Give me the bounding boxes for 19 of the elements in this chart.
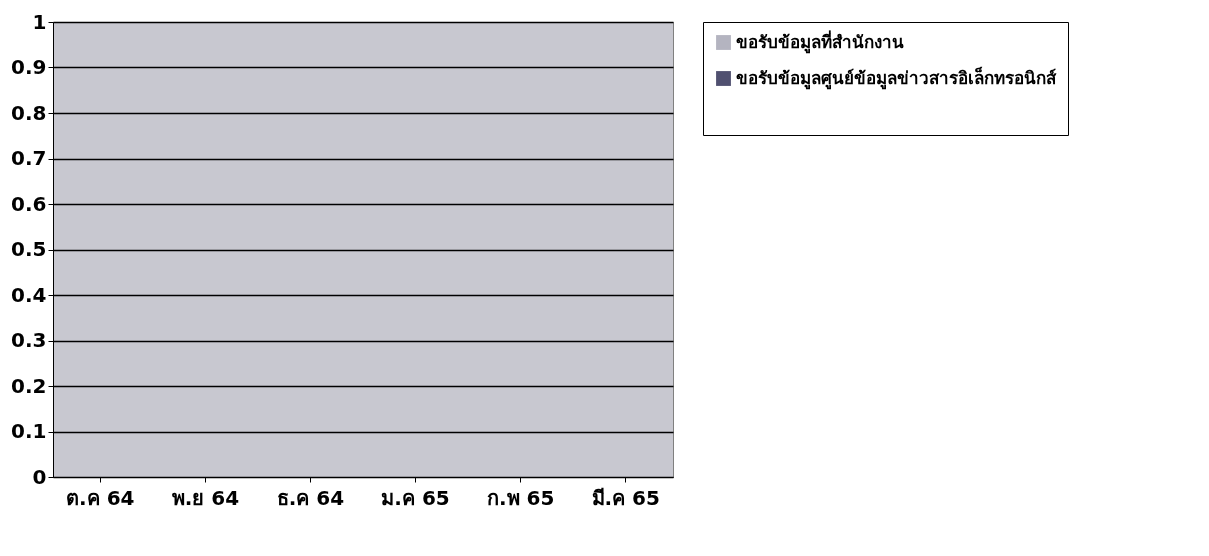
legend-label: ขอรับข้อมูลที่สำนักงาน <box>736 29 904 54</box>
x-tick-label: ก.พ 65 <box>486 485 555 510</box>
y-tick-label: 0 <box>32 464 47 489</box>
y-tick-label: 0.4 <box>11 282 47 307</box>
y-tick-label: 0.3 <box>11 328 47 352</box>
x-tick-label: มี.ค 65 <box>591 485 660 510</box>
x-tick-label: ต.ค 64 <box>66 485 135 510</box>
y-tick-label: 0.1 <box>11 419 47 443</box>
y-tick-label: 0.9 <box>11 55 47 79</box>
x-tick-label: ม.ค 65 <box>381 485 450 510</box>
y-tick-label: 0.7 <box>11 146 47 170</box>
y-tick-label: 0.6 <box>11 191 47 216</box>
x-tick-label: พ.ย 64 <box>171 485 240 510</box>
x-tick-label: ธ.ค 64 <box>276 485 345 510</box>
y-tick-label: 0.8 <box>11 100 47 125</box>
y-tick-label: 0.5 <box>11 237 47 261</box>
legend-label: ขอรับข้อมูลศูนย์ข้อมูลข่าวสารอิเล็กทรอนิกส์ <box>736 65 1057 90</box>
y-tick-label: 0.2 <box>11 373 47 398</box>
y-tick-label: 1 <box>32 9 47 34</box>
